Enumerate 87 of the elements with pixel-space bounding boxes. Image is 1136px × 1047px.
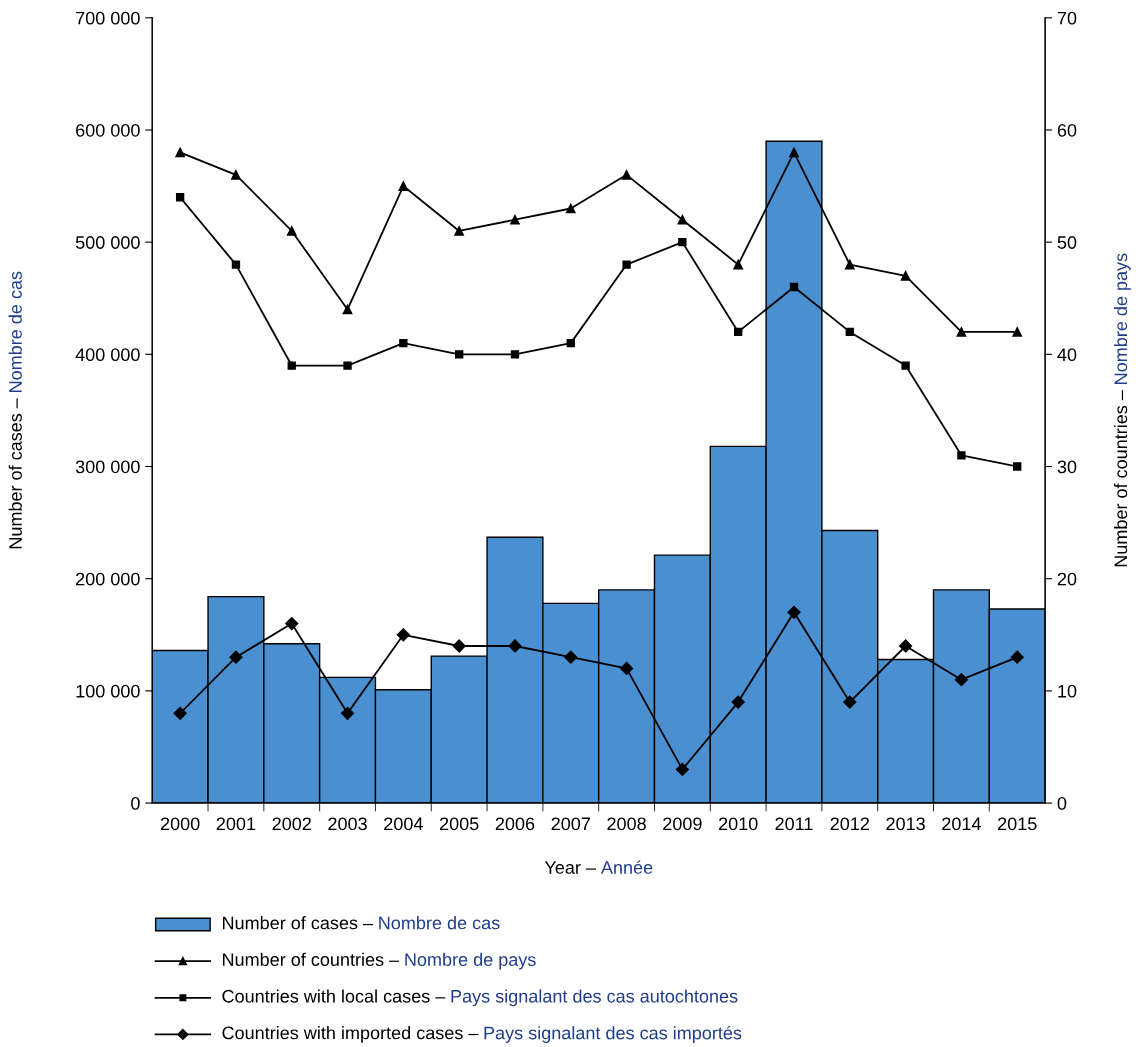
point	[285, 616, 299, 631]
point	[957, 451, 966, 460]
point	[342, 304, 353, 315]
x-tick-label: 2006	[495, 817, 535, 831]
point	[508, 639, 522, 653]
y2-axis-title: Number of countries – Nombre de pays	[1113, 253, 1131, 567]
point	[1010, 650, 1024, 664]
point	[175, 147, 185, 158]
y2-tick-label: 10	[1058, 684, 1077, 698]
point	[510, 214, 520, 225]
point	[510, 350, 520, 359]
point	[1012, 327, 1023, 337]
point	[787, 605, 801, 619]
point	[173, 706, 187, 720]
y-axis-title: Number of cases – Nombre de cas	[8, 271, 22, 549]
point	[621, 169, 632, 180]
point	[619, 661, 634, 676]
legend-label: Countries with imported cases – Pays signalant des cas importés	[222, 1025, 742, 1043]
x-tick-label: 2008	[607, 817, 646, 831]
point	[396, 628, 410, 642]
point	[231, 169, 241, 180]
x-tick-label: 2010	[719, 817, 758, 831]
x-tick-label: 2011	[775, 817, 813, 831]
y2-tick-label: 70	[1057, 11, 1077, 25]
point	[789, 282, 799, 292]
x-tick-label: 2001	[216, 817, 256, 831]
point	[677, 214, 688, 225]
point	[678, 237, 687, 247]
point	[175, 193, 185, 202]
point	[565, 203, 576, 214]
legend-label: Number of countries – Nombre de pays	[223, 952, 536, 970]
point	[843, 695, 857, 709]
y2-tick-label: 0	[1057, 796, 1067, 810]
x-tick-label: 2015	[998, 817, 1037, 831]
legend-label: Number of cases – Nombre de cas	[223, 916, 500, 930]
y-tick-label: 300 000	[75, 460, 140, 474]
point	[731, 695, 745, 709]
y2-tick-label: 50	[1057, 236, 1077, 249]
point	[622, 260, 631, 269]
x-tick-label: 2002	[272, 817, 311, 831]
x-axis-title: Year – Année	[544, 860, 653, 874]
y-tick-label: 200 000	[76, 572, 140, 586]
point	[454, 226, 465, 236]
y2-tick-label: 20	[1057, 572, 1077, 586]
x-tick-label: 2003	[328, 817, 367, 831]
x-tick-label: 2004	[384, 817, 423, 831]
point	[343, 361, 352, 370]
x-tick-label: 2009	[663, 817, 702, 831]
y-tick-label: 600 000	[76, 123, 140, 137]
y-tick-label: 500 000	[75, 236, 140, 249]
point	[733, 259, 744, 270]
point	[845, 327, 854, 337]
x-tick-label: 2013	[886, 817, 925, 831]
y-tick-label: 100 000	[76, 684, 140, 698]
point	[399, 338, 408, 348]
x-tick-label: 2000	[160, 817, 200, 831]
y-tick-label: 0	[131, 796, 140, 810]
x-tick-label: 2014	[942, 817, 981, 831]
point	[901, 361, 910, 370]
legend-label: Countries with local cases – Pays signalant des cas autochtones	[222, 989, 738, 1007]
point	[954, 673, 968, 687]
point	[789, 147, 799, 158]
point	[229, 650, 243, 664]
y2-tick-label: 60	[1057, 123, 1077, 137]
y2-tick-label: 40	[1057, 348, 1077, 362]
point	[900, 270, 911, 281]
point	[734, 327, 743, 337]
point	[675, 762, 689, 776]
point	[899, 639, 913, 653]
point	[340, 706, 355, 720]
y2-tick-label: 30	[1057, 460, 1077, 474]
point	[454, 350, 464, 359]
point	[286, 226, 297, 236]
point	[566, 338, 575, 348]
point	[956, 327, 967, 337]
x-tick-label: 2012	[830, 817, 869, 831]
point	[287, 361, 296, 370]
point	[452, 639, 466, 653]
point	[231, 260, 241, 269]
y-tick-label: 700 000	[76, 11, 140, 25]
x-tick-label: 2007	[551, 817, 590, 831]
point	[844, 259, 855, 270]
y-tick-label: 400 000	[75, 348, 140, 362]
point	[564, 650, 578, 664]
x-tick-label: 2005	[439, 817, 479, 831]
point	[398, 181, 409, 191]
point	[1013, 462, 1022, 471]
